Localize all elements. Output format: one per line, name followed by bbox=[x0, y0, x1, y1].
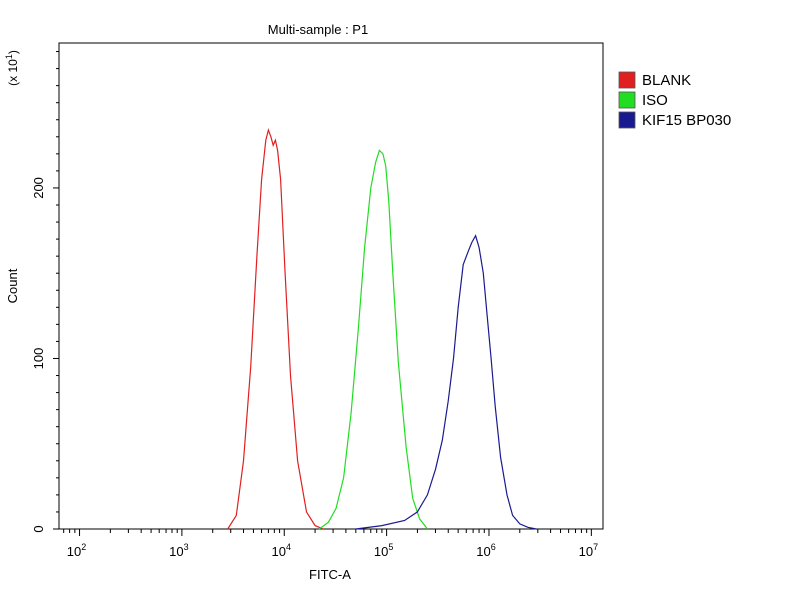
series-line-2 bbox=[318, 149, 428, 530]
y-axis-label: Count bbox=[5, 268, 20, 303]
x-tick-label: 103 bbox=[169, 542, 188, 559]
y-multiplier-suffix: ) bbox=[6, 50, 20, 54]
y-multiplier-label: (x 101) bbox=[4, 50, 20, 86]
series-layer bbox=[227, 127, 537, 530]
legend-swatch bbox=[618, 91, 636, 109]
plot-frame bbox=[58, 42, 604, 530]
legend-swatch bbox=[618, 111, 636, 129]
y-tick-label: 100 bbox=[31, 348, 46, 370]
series-line-1 bbox=[227, 127, 324, 530]
y-multiplier-exponent: 1 bbox=[4, 54, 14, 59]
legend-label: KIF15 BP030 bbox=[642, 112, 731, 129]
x-axis: 102 103 104 105 106 107 bbox=[63, 529, 598, 559]
x-tick-label: 104 bbox=[272, 542, 291, 559]
legend: BLANK ISO KIF15 BP030 bbox=[618, 71, 731, 129]
y-axis: 0 100 200 bbox=[31, 51, 59, 533]
y-tick-label: 0 bbox=[31, 525, 46, 532]
y-tick-label: 200 bbox=[31, 177, 46, 199]
legend-label: ISO bbox=[642, 92, 668, 109]
x-tick-label: 105 bbox=[374, 542, 393, 559]
legend-label: BLANK bbox=[642, 72, 691, 89]
x-tick-label: 107 bbox=[579, 542, 598, 559]
x-tick-label: 106 bbox=[476, 542, 495, 559]
legend-swatch bbox=[618, 71, 636, 89]
series-line-3 bbox=[355, 234, 537, 530]
y-multiplier-prefix: (x 10 bbox=[6, 59, 20, 86]
x-tick-label: 102 bbox=[67, 542, 86, 559]
x-axis-label: FITC-A bbox=[309, 567, 351, 582]
chart-title: Multi-sample : P1 bbox=[268, 22, 368, 37]
